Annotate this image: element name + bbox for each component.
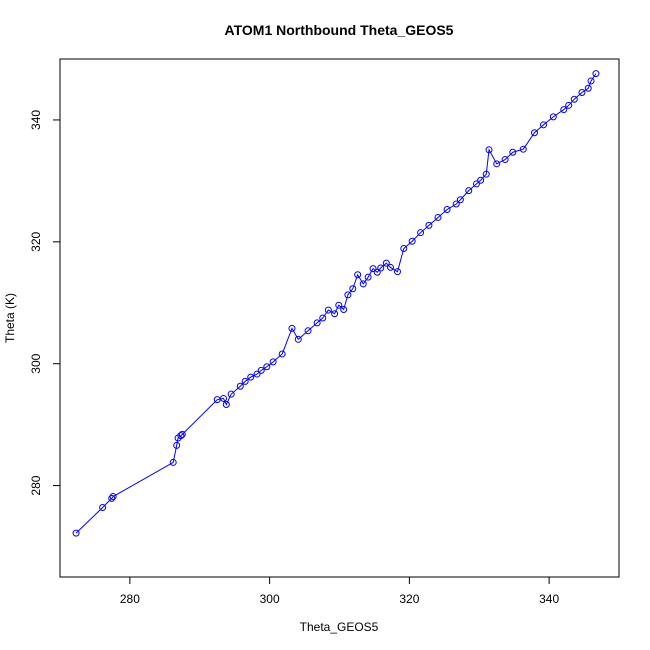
data-point: [178, 430, 186, 438]
data-point: [570, 95, 578, 103]
data-point: [263, 363, 271, 371]
data-point: [364, 273, 372, 281]
data-point: [584, 84, 592, 92]
data-point: [109, 493, 117, 501]
data-point: [560, 106, 568, 114]
x-tick-label: 340: [539, 592, 559, 606]
data-point: [253, 370, 261, 378]
plot-box: [59, 58, 620, 578]
data-point: [377, 264, 385, 272]
x-tick-label: 320: [399, 592, 419, 606]
y-tick-label: 320: [29, 231, 43, 251]
data-point: [173, 441, 181, 449]
data-point: [465, 187, 473, 195]
data-point: [349, 285, 357, 293]
data-point: [393, 268, 401, 276]
x-axis-label: Theta_GEOS5: [300, 620, 379, 634]
data-point: [269, 358, 277, 366]
data-point: [331, 310, 339, 318]
series-layer: [72, 70, 600, 537]
data-point: [501, 156, 509, 164]
y-axis-label: Theta (K): [3, 293, 17, 343]
series-line: [75, 73, 597, 534]
data-point: [222, 401, 230, 409]
data-point: [482, 170, 490, 178]
data-point: [220, 394, 228, 402]
data-point: [592, 70, 600, 78]
data-point: [324, 306, 332, 314]
data-point: [294, 335, 302, 343]
data-point: [485, 146, 493, 154]
y-tick-label: 300: [29, 353, 43, 373]
data-point: [417, 229, 425, 237]
x-axis: 280 300 320 340: [120, 576, 559, 606]
y-axis: 280 300 320 340: [29, 110, 61, 496]
data-point: [452, 200, 460, 208]
data-point: [549, 113, 557, 121]
data-point: [408, 237, 416, 245]
data-point: [509, 148, 517, 156]
data-point: [227, 390, 235, 398]
data-point: [493, 160, 501, 168]
data-point: [387, 263, 395, 271]
data-point: [578, 89, 586, 97]
data-point: [425, 221, 433, 229]
data-point: [382, 259, 390, 267]
data-point: [456, 196, 464, 204]
data-point: [369, 265, 377, 273]
data-point: [434, 213, 442, 221]
x-tick-label: 300: [260, 592, 280, 606]
data-point: [400, 245, 408, 253]
data-point: [288, 324, 296, 332]
data-point: [354, 271, 362, 279]
data-point: [169, 458, 177, 466]
data-point: [213, 396, 221, 404]
y-tick-label: 280: [29, 475, 43, 495]
y-tick-label: 340: [29, 110, 43, 130]
data-point: [257, 366, 265, 374]
data-point: [340, 305, 348, 313]
data-point: [335, 301, 343, 309]
data-point: [359, 280, 367, 288]
data-point: [443, 206, 451, 214]
data-point: [587, 77, 595, 85]
data-point: [319, 314, 327, 322]
data-point: [108, 494, 116, 502]
data-point: [236, 382, 244, 390]
data-point: [241, 377, 249, 385]
data-point: [519, 145, 527, 153]
data-point: [344, 291, 352, 299]
data-point: [477, 176, 485, 184]
data-point: [99, 504, 107, 512]
data-point: [72, 529, 80, 537]
data-point: [472, 180, 480, 188]
data-point: [565, 101, 573, 109]
x-tick-label: 280: [120, 592, 140, 606]
data-point: [247, 373, 255, 381]
data-point: [304, 327, 312, 335]
data-point: [313, 319, 321, 327]
data-point: [177, 432, 185, 440]
data-point: [540, 121, 548, 129]
chart-title: ATOM1 Northbound Theta_GEOS5: [225, 22, 454, 38]
data-point: [373, 268, 381, 276]
data-point: [278, 350, 286, 358]
data-point: [530, 129, 538, 137]
